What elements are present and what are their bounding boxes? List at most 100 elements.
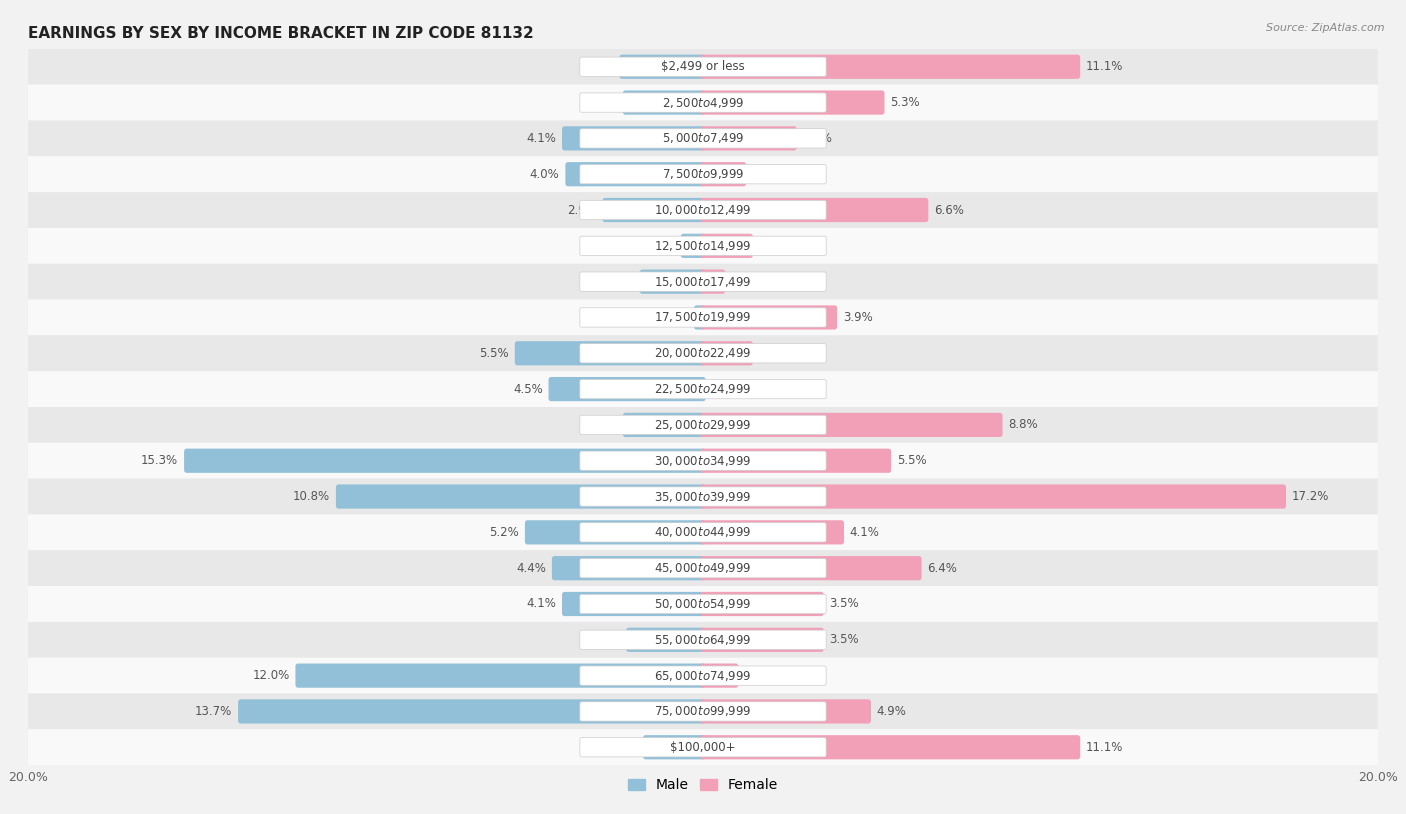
- FancyBboxPatch shape: [700, 413, 1002, 437]
- FancyBboxPatch shape: [700, 735, 1080, 759]
- FancyBboxPatch shape: [28, 192, 1378, 228]
- Text: 2.9%: 2.9%: [567, 204, 596, 217]
- Text: 1.4%: 1.4%: [759, 347, 789, 360]
- FancyBboxPatch shape: [28, 120, 1378, 156]
- Text: 4.4%: 4.4%: [516, 562, 546, 575]
- FancyBboxPatch shape: [28, 49, 1378, 85]
- Text: 8.8%: 8.8%: [1008, 418, 1038, 431]
- Text: 13.7%: 13.7%: [195, 705, 232, 718]
- Text: 0.58%: 0.58%: [731, 275, 768, 288]
- Text: 10.8%: 10.8%: [292, 490, 330, 503]
- Text: 1.7%: 1.7%: [607, 741, 637, 754]
- FancyBboxPatch shape: [579, 415, 827, 435]
- FancyBboxPatch shape: [28, 300, 1378, 335]
- Text: 2.2%: 2.2%: [591, 633, 620, 646]
- Text: $45,000 to $49,999: $45,000 to $49,999: [654, 561, 752, 575]
- Text: 2.4%: 2.4%: [583, 60, 613, 73]
- FancyBboxPatch shape: [579, 666, 827, 685]
- FancyBboxPatch shape: [700, 556, 921, 580]
- FancyBboxPatch shape: [579, 164, 827, 184]
- FancyBboxPatch shape: [579, 630, 827, 650]
- FancyBboxPatch shape: [579, 200, 827, 220]
- FancyBboxPatch shape: [184, 449, 706, 473]
- FancyBboxPatch shape: [28, 371, 1378, 407]
- Text: $35,000 to $39,999: $35,000 to $39,999: [654, 489, 752, 504]
- FancyBboxPatch shape: [28, 228, 1378, 264]
- Text: $65,000 to $74,999: $65,000 to $74,999: [654, 668, 752, 683]
- Text: 4.9%: 4.9%: [877, 705, 907, 718]
- Text: 11.1%: 11.1%: [1085, 741, 1123, 754]
- Legend: Male, Female: Male, Female: [623, 772, 783, 798]
- FancyBboxPatch shape: [28, 550, 1378, 586]
- FancyBboxPatch shape: [700, 55, 1080, 79]
- Text: $5,000 to $7,499: $5,000 to $7,499: [662, 131, 744, 146]
- Text: 2.3%: 2.3%: [588, 418, 617, 431]
- FancyBboxPatch shape: [681, 234, 706, 258]
- FancyBboxPatch shape: [579, 129, 827, 148]
- FancyBboxPatch shape: [28, 658, 1378, 694]
- FancyBboxPatch shape: [579, 737, 827, 757]
- FancyBboxPatch shape: [579, 487, 827, 506]
- Text: 3.5%: 3.5%: [830, 597, 859, 610]
- FancyBboxPatch shape: [700, 520, 844, 545]
- FancyBboxPatch shape: [565, 162, 706, 186]
- FancyBboxPatch shape: [295, 663, 706, 688]
- FancyBboxPatch shape: [579, 523, 827, 542]
- FancyBboxPatch shape: [579, 379, 827, 399]
- FancyBboxPatch shape: [623, 413, 706, 437]
- Text: 4.5%: 4.5%: [513, 383, 543, 396]
- FancyBboxPatch shape: [28, 514, 1378, 550]
- FancyBboxPatch shape: [579, 308, 827, 327]
- FancyBboxPatch shape: [579, 594, 827, 614]
- Text: 12.0%: 12.0%: [253, 669, 290, 682]
- FancyBboxPatch shape: [579, 93, 827, 112]
- Text: $40,000 to $44,999: $40,000 to $44,999: [654, 525, 752, 540]
- Text: 3.5%: 3.5%: [830, 633, 859, 646]
- FancyBboxPatch shape: [700, 341, 752, 365]
- FancyBboxPatch shape: [28, 622, 1378, 658]
- Text: 11.1%: 11.1%: [1085, 60, 1123, 73]
- Text: 5.5%: 5.5%: [479, 347, 509, 360]
- FancyBboxPatch shape: [695, 305, 706, 330]
- Text: $75,000 to $99,999: $75,000 to $99,999: [654, 704, 752, 719]
- FancyBboxPatch shape: [28, 335, 1378, 371]
- FancyBboxPatch shape: [626, 628, 706, 652]
- FancyBboxPatch shape: [562, 592, 706, 616]
- Text: 0.19%: 0.19%: [651, 311, 688, 324]
- Text: 15.3%: 15.3%: [141, 454, 179, 467]
- Text: 3.9%: 3.9%: [844, 311, 873, 324]
- FancyBboxPatch shape: [562, 126, 706, 151]
- FancyBboxPatch shape: [643, 735, 706, 759]
- Text: 1.8%: 1.8%: [605, 275, 634, 288]
- Text: 6.4%: 6.4%: [928, 562, 957, 575]
- FancyBboxPatch shape: [700, 699, 870, 724]
- FancyBboxPatch shape: [579, 344, 827, 363]
- FancyBboxPatch shape: [579, 451, 827, 470]
- Text: 4.0%: 4.0%: [530, 168, 560, 181]
- Text: EARNINGS BY SEX BY INCOME BRACKET IN ZIP CODE 81132: EARNINGS BY SEX BY INCOME BRACKET IN ZIP…: [28, 26, 534, 41]
- FancyBboxPatch shape: [553, 556, 706, 580]
- Text: Source: ZipAtlas.com: Source: ZipAtlas.com: [1267, 23, 1385, 33]
- Text: $7,500 to $9,999: $7,500 to $9,999: [662, 167, 744, 182]
- Text: $25,000 to $29,999: $25,000 to $29,999: [654, 418, 752, 432]
- Text: 4.1%: 4.1%: [526, 132, 557, 145]
- FancyBboxPatch shape: [28, 729, 1378, 765]
- FancyBboxPatch shape: [548, 377, 706, 401]
- FancyBboxPatch shape: [579, 272, 827, 291]
- Text: $17,500 to $19,999: $17,500 to $19,999: [654, 310, 752, 325]
- Text: $55,000 to $64,999: $55,000 to $64,999: [654, 632, 752, 647]
- Text: $50,000 to $54,999: $50,000 to $54,999: [654, 597, 752, 611]
- FancyBboxPatch shape: [28, 694, 1378, 729]
- FancyBboxPatch shape: [524, 520, 706, 545]
- Text: 5.3%: 5.3%: [890, 96, 920, 109]
- Text: 5.5%: 5.5%: [897, 454, 927, 467]
- Text: 0.97%: 0.97%: [744, 669, 782, 682]
- Text: 6.6%: 6.6%: [934, 204, 965, 217]
- FancyBboxPatch shape: [700, 126, 797, 151]
- Text: $2,500 to $4,999: $2,500 to $4,999: [662, 95, 744, 110]
- FancyBboxPatch shape: [700, 305, 837, 330]
- FancyBboxPatch shape: [579, 236, 827, 256]
- FancyBboxPatch shape: [640, 269, 706, 294]
- FancyBboxPatch shape: [700, 628, 824, 652]
- Text: $22,500 to $24,999: $22,500 to $24,999: [654, 382, 752, 396]
